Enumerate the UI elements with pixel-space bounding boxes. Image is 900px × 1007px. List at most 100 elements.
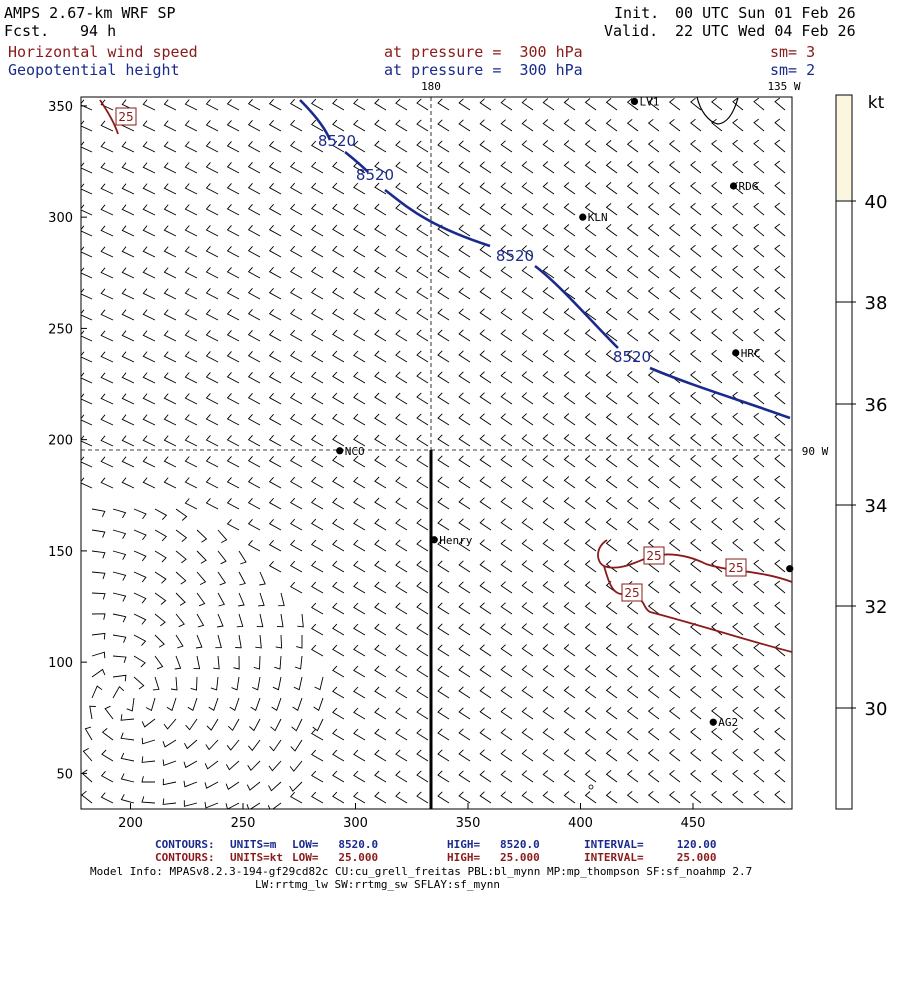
wind-barb xyxy=(268,392,282,405)
wind-barb xyxy=(231,676,240,691)
wind-barb xyxy=(437,329,450,342)
wind-barb xyxy=(584,434,597,447)
wind-barb xyxy=(353,161,366,174)
wind-barb xyxy=(563,581,576,594)
wind-barb xyxy=(255,634,262,649)
wind-barb xyxy=(268,287,282,300)
wind-barb xyxy=(647,643,660,657)
wind-barb xyxy=(500,497,513,510)
wind-barb xyxy=(154,571,167,584)
wind-barb xyxy=(100,204,114,216)
wind-barb xyxy=(500,455,513,468)
wind-barb xyxy=(521,413,534,426)
wind-barb xyxy=(605,644,618,657)
wind-barb xyxy=(437,644,450,657)
speed-contour xyxy=(603,565,792,653)
wind-barb xyxy=(310,455,324,468)
station-label: Henry xyxy=(439,534,472,547)
wind-barb xyxy=(268,119,282,132)
speed-label-box xyxy=(725,558,747,577)
wind-barb xyxy=(690,475,702,489)
wind-barb xyxy=(163,183,177,195)
wind-barb xyxy=(437,728,450,741)
wind-barb xyxy=(774,601,786,615)
wind-barb xyxy=(690,685,702,699)
wind-barb xyxy=(774,223,786,237)
wind-barb xyxy=(711,475,723,489)
wind-barb xyxy=(690,391,702,405)
wind-barb xyxy=(458,749,471,762)
wind-barb xyxy=(605,245,618,258)
station-marker xyxy=(786,565,794,573)
wind-barb xyxy=(711,97,723,111)
wind-barb xyxy=(416,749,429,762)
wind-barb xyxy=(374,539,387,552)
wind-barb xyxy=(353,770,366,783)
wind-barb xyxy=(605,560,618,573)
wind-barb xyxy=(605,413,618,426)
wind-barb xyxy=(141,776,155,783)
wind-barb xyxy=(142,183,156,195)
wind-barb xyxy=(668,328,681,342)
wind-barb xyxy=(626,350,639,363)
wind-barb xyxy=(521,518,534,531)
wind-barb xyxy=(500,665,513,678)
wind-barb xyxy=(647,391,660,405)
wind-barb xyxy=(626,287,639,300)
wind-barb xyxy=(774,202,786,216)
wind-barb xyxy=(416,350,429,363)
wind-barb xyxy=(353,497,366,510)
wind-barb xyxy=(500,686,513,699)
wind-barb xyxy=(374,749,387,762)
wind-barb xyxy=(774,580,786,594)
wind-barb xyxy=(163,330,177,342)
wind-barb xyxy=(268,161,282,174)
wind-barb xyxy=(605,371,618,384)
wind-barb xyxy=(268,476,282,489)
coastline xyxy=(696,96,739,125)
wind-barb xyxy=(205,120,219,132)
wind-barb xyxy=(215,634,222,649)
colorbar: kt 40 38 36 34 32 30 xyxy=(835,93,887,810)
wind-barb xyxy=(112,655,127,663)
wind-barb xyxy=(711,244,723,258)
wind-barb xyxy=(289,413,303,426)
wind-barb xyxy=(732,433,744,447)
wind-barb xyxy=(142,414,156,426)
wind-barb xyxy=(416,518,429,531)
wind-barb xyxy=(711,433,723,447)
wind-barb xyxy=(353,749,366,762)
wind-barb xyxy=(246,781,261,791)
wind-barb xyxy=(100,267,114,279)
height-contour-label: 8520 xyxy=(318,132,356,150)
wind-barb xyxy=(605,686,618,699)
wind-barb xyxy=(353,287,366,300)
wind-barb xyxy=(584,476,597,489)
wind-barb xyxy=(154,592,167,605)
wind-barb xyxy=(81,790,93,804)
wind-barb xyxy=(310,245,324,258)
wind-barb xyxy=(247,498,261,510)
wind-barb xyxy=(247,99,261,111)
wind-barb xyxy=(100,288,114,300)
wind-barb xyxy=(184,288,198,300)
wind-barb xyxy=(437,770,450,783)
wind-barb xyxy=(732,538,744,552)
wind-barb xyxy=(196,613,205,628)
wind-barb xyxy=(226,351,240,363)
wind-barb xyxy=(395,518,408,531)
wind-barb xyxy=(353,203,366,216)
wind-barb xyxy=(332,392,345,405)
wind-barb xyxy=(521,140,534,153)
wind-barb xyxy=(142,141,156,153)
wind-barb xyxy=(690,538,702,552)
wind-barb xyxy=(184,183,198,195)
wind-barb xyxy=(353,140,366,153)
wind-barb xyxy=(626,161,639,174)
wind-barb xyxy=(690,517,702,531)
wind-barb xyxy=(690,601,702,615)
wind-barb xyxy=(226,99,240,111)
wind-barb xyxy=(732,265,744,279)
station-marker xyxy=(709,718,717,726)
